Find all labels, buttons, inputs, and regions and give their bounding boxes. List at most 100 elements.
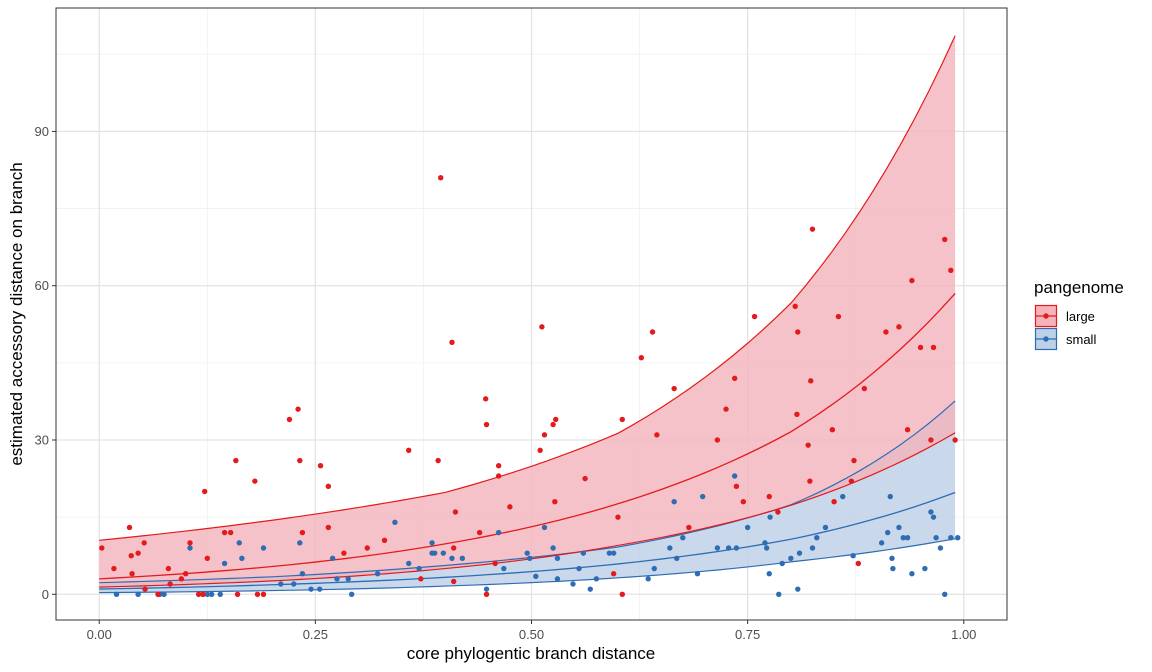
data-point-large — [482, 396, 489, 402]
data-point-large — [654, 432, 660, 438]
data-point-large — [141, 540, 147, 546]
data-point-large — [325, 483, 332, 489]
data-point-large — [775, 509, 781, 515]
data-point-small — [610, 550, 617, 556]
data-point-large — [438, 175, 444, 181]
data-point-small — [766, 571, 772, 577]
data-point-small — [217, 591, 223, 597]
data-point-small — [374, 571, 381, 577]
data-point-small — [795, 586, 801, 592]
data-point-large — [917, 344, 924, 351]
data-point-small — [890, 565, 896, 572]
data-point-large — [831, 499, 837, 505]
legend-key-point-small — [1043, 336, 1049, 342]
data-point-small — [593, 576, 600, 582]
data-point-small — [645, 576, 651, 582]
data-point-small — [429, 540, 435, 546]
data-point-small — [459, 555, 466, 561]
data-point-small — [955, 535, 961, 541]
data-point-large — [221, 529, 228, 536]
data-point-small — [887, 493, 893, 500]
data-point-large — [723, 406, 729, 412]
data-point-small — [483, 586, 490, 592]
data-point-small — [667, 545, 673, 551]
data-point-small — [694, 571, 701, 577]
data-point-large — [435, 457, 441, 464]
data-point-large — [615, 514, 621, 520]
data-point-large — [260, 591, 267, 597]
data-point-large — [495, 463, 502, 469]
data-point-small — [809, 545, 816, 551]
data-point-small — [922, 565, 928, 572]
data-point-small — [187, 545, 193, 551]
data-point-small — [930, 514, 937, 520]
data-point-small — [416, 565, 422, 572]
y-tick-label: 0 — [42, 587, 49, 602]
data-point-small — [909, 571, 915, 577]
data-point-large — [671, 385, 677, 392]
data-point-large — [638, 355, 644, 361]
data-point-large — [128, 553, 134, 559]
data-point-large — [835, 313, 842, 320]
band-lower-edge-small — [99, 538, 956, 594]
data-point-small — [699, 493, 706, 500]
data-point-small — [714, 545, 721, 551]
data-point-large — [450, 545, 457, 551]
data-point-large — [552, 499, 558, 505]
data-point-small — [878, 540, 885, 546]
data-point-large — [252, 478, 258, 484]
data-point-small — [587, 586, 593, 592]
data-point-large — [952, 437, 958, 443]
y-tick-label: 30 — [35, 433, 49, 448]
data-point-large — [792, 303, 798, 309]
data-point-small — [576, 565, 582, 572]
data-point-small — [208, 591, 215, 597]
data-point-small — [524, 550, 530, 556]
data-point-large — [930, 344, 937, 351]
data-point-small — [671, 499, 677, 505]
data-point-small — [942, 591, 948, 597]
data-point-large — [234, 591, 241, 597]
data-point-small — [291, 581, 297, 587]
confidence-bands — [99, 35, 956, 593]
data-point-large — [187, 540, 193, 546]
data-point-small — [889, 555, 895, 561]
data-point-small — [733, 545, 740, 551]
data-point-large — [233, 457, 239, 464]
data-point-large — [829, 427, 836, 433]
data-point-large — [341, 550, 347, 556]
y-axis-title: estimated accessory distance on branch — [7, 162, 26, 465]
data-point-large — [299, 529, 306, 536]
data-point-small — [297, 540, 303, 546]
data-point-large — [325, 524, 332, 531]
data-point-large — [227, 529, 234, 536]
data-point-small — [900, 535, 906, 541]
data-point-large — [178, 576, 185, 582]
data-point-small — [580, 550, 587, 556]
data-point-small — [674, 555, 680, 561]
data-point-large — [286, 416, 293, 423]
y-tick-label: 90 — [35, 124, 49, 139]
data-point-small — [329, 555, 336, 561]
data-point-small — [554, 576, 561, 582]
data-point-small — [204, 591, 210, 597]
data-point-large — [495, 473, 502, 479]
data-point-large — [649, 329, 656, 335]
data-point-small — [431, 550, 438, 556]
x-tick-label: 0.25 — [303, 627, 328, 642]
legend-title: pangenome — [1034, 278, 1124, 297]
data-point-small — [744, 524, 751, 531]
data-point-large — [766, 493, 772, 500]
data-point-large — [129, 571, 135, 577]
data-point-large — [406, 447, 412, 453]
data-point-large — [553, 416, 559, 423]
data-point-small — [680, 535, 686, 541]
data-point-small — [763, 545, 770, 551]
data-point-large — [204, 555, 210, 561]
data-point-large — [167, 581, 173, 587]
data-point-large — [619, 416, 625, 423]
data-point-large — [733, 483, 740, 489]
data-point-small — [928, 509, 934, 515]
data-point-large — [126, 524, 133, 531]
data-point-large — [537, 447, 543, 453]
